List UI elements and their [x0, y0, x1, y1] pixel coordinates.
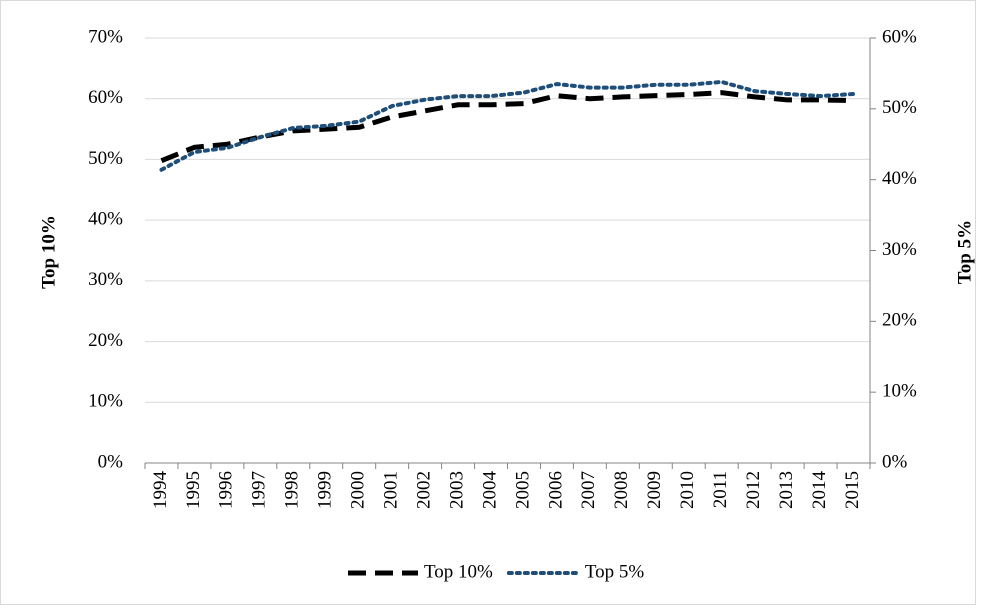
x-tick-label: 1996 [216, 471, 237, 509]
y-tick-label: 10% [88, 391, 123, 412]
y2-tick-label: 50% [882, 97, 917, 118]
y2-tick-label: 10% [882, 381, 917, 402]
x-tick-label: 1994 [150, 471, 171, 510]
y2-tick-label: 0% [882, 451, 908, 472]
x-tick-label: 2009 [644, 471, 665, 509]
x-tick-label: 2015 [842, 471, 863, 509]
x-tick-label: 2011 [710, 471, 731, 508]
x-tick-label: 2003 [446, 471, 467, 509]
x-tick-label: 2014 [809, 471, 830, 510]
y-tick-label: 50% [88, 148, 123, 169]
y2-tick-label: 60% [882, 26, 917, 47]
chart-frame [0, 0, 976, 605]
x-tick-label: 1995 [183, 471, 204, 509]
series-line [159, 79, 856, 172]
y2-tick-label: 40% [882, 168, 917, 189]
y2-axis-title: Top 5% [954, 220, 975, 284]
y-tick-label: 60% [88, 87, 123, 108]
x-tick-label: 2007 [578, 471, 599, 509]
legend-label: Top 5% [585, 561, 645, 582]
x-tick-label: 2012 [743, 471, 764, 509]
x-tick-label: 1997 [249, 471, 270, 509]
y-tick-label: 40% [88, 209, 123, 230]
y2-tick-label: 20% [882, 310, 917, 331]
x-tick-label: 2001 [381, 471, 402, 509]
legend-label: Top 10% [424, 561, 493, 582]
x-tick-label: 2006 [545, 471, 566, 509]
y-tick-label: 20% [88, 330, 123, 351]
x-tick-label: 1999 [315, 471, 336, 509]
y-tick-label: 30% [88, 269, 123, 290]
x-tick-label: 2010 [677, 471, 698, 509]
x-tick-label: 2004 [479, 471, 500, 510]
x-tick-label: 2005 [512, 471, 533, 509]
y-axis-title: Top 10% [38, 215, 59, 289]
y-tick-label: 0% [98, 451, 124, 472]
y-tick-label: 70% [88, 26, 123, 47]
x-tick-label: 2008 [611, 471, 632, 509]
y2-tick-label: 30% [882, 239, 917, 260]
x-tick-label: 2013 [776, 471, 797, 509]
x-tick-label: 1998 [282, 471, 303, 509]
x-tick-label: 2002 [413, 471, 434, 509]
x-tick-label: 2000 [348, 471, 369, 509]
